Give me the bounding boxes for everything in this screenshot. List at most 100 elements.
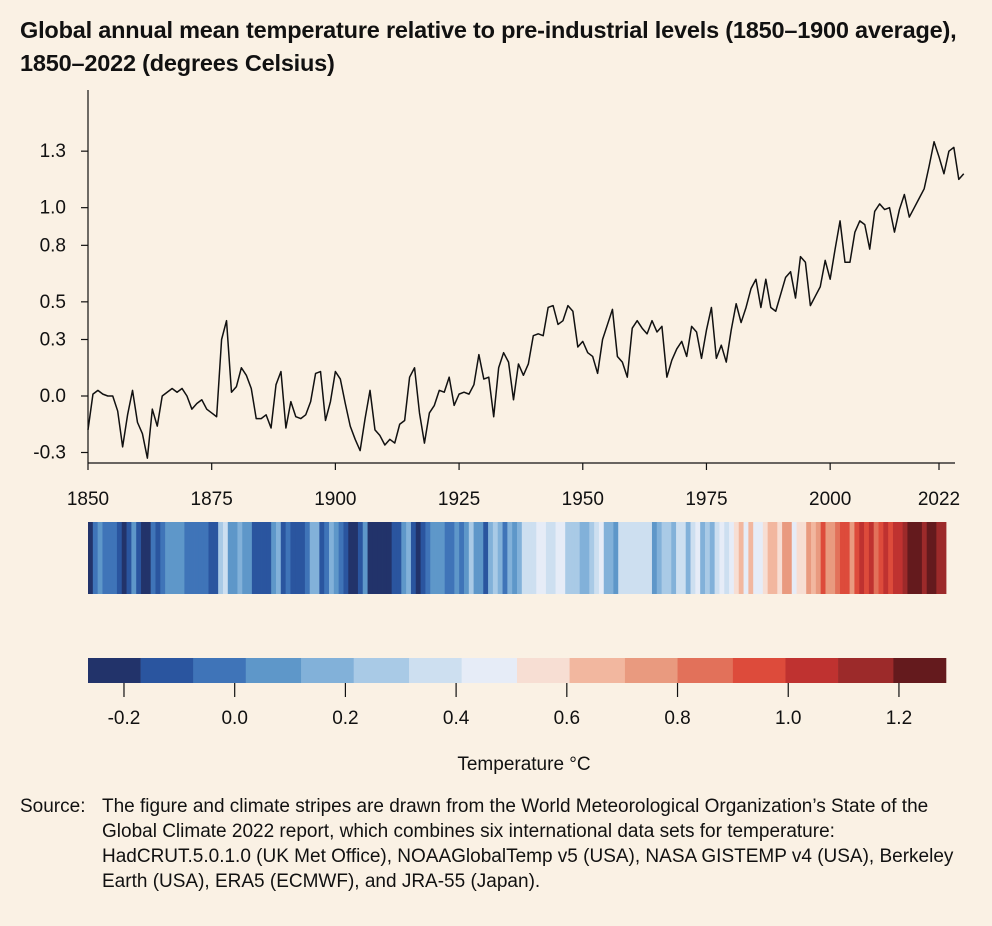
figure: -0.3 0.0 0.3 0.5 0.8 1.0 1.3 1850 1875 1900 1925 19…	[33, 90, 965, 775]
climate-stripe	[806, 522, 812, 594]
climate-stripe	[647, 522, 653, 594]
climate-stripe	[637, 522, 643, 594]
climate-stripe	[382, 522, 388, 594]
climate-stripe	[541, 522, 547, 594]
climate-stripe	[791, 522, 797, 594]
x-tick-label: 1900	[314, 489, 356, 510]
climate-stripe	[425, 522, 431, 594]
color-scale-bin	[838, 658, 894, 683]
climate-stripe	[353, 522, 359, 594]
color-scale-label: Temperature °C	[457, 754, 590, 775]
x-tick-label: 1850	[67, 489, 109, 510]
climate-stripe	[815, 522, 822, 594]
climate-stripe	[169, 522, 176, 594]
color-scale-tick-label: -0.2	[108, 708, 141, 729]
climate-stripe	[584, 522, 590, 594]
climate-stripe	[189, 522, 195, 594]
climate-stripe	[627, 522, 634, 594]
climate-stripe	[483, 522, 489, 594]
color-scale-tick-label: 0.0	[221, 708, 247, 729]
climate-stripe	[468, 522, 475, 594]
climate-stripe	[222, 522, 229, 594]
color-scale-bin	[569, 658, 626, 683]
climate-stripe	[280, 522, 287, 594]
climate-stripe	[941, 522, 947, 594]
x-tick-label: 2000	[809, 489, 851, 510]
climate-stripe	[300, 522, 306, 594]
color-scale-bin	[893, 658, 947, 683]
climate-stripe	[309, 522, 315, 594]
climate-stripe	[892, 522, 899, 594]
climate-stripe	[488, 522, 494, 594]
climate-stripe	[830, 522, 836, 594]
climate-stripe	[406, 522, 412, 594]
y-tick-label: 0.8	[40, 235, 66, 256]
source-label: Source:	[20, 796, 86, 817]
climate-stripe	[724, 522, 730, 594]
climate-stripe	[121, 522, 127, 594]
climate-stripe	[150, 522, 156, 594]
climate-stripe	[801, 522, 807, 594]
climate-stripe	[598, 522, 605, 594]
climate-stripe	[449, 522, 455, 594]
climate-stripe	[545, 522, 552, 594]
climate-stripe	[362, 522, 368, 594]
climate-stripe	[473, 522, 479, 594]
climate-stripe	[786, 522, 793, 594]
climate-stripe	[671, 522, 677, 594]
climate-stripe	[275, 522, 282, 594]
climate-stripe	[338, 522, 344, 594]
climate-stripe	[839, 522, 846, 594]
climate-stripe	[729, 522, 735, 594]
climate-stripe	[415, 522, 421, 594]
climate-stripe	[936, 522, 942, 594]
climate-stripe	[777, 522, 783, 594]
climate-stripe	[767, 522, 773, 594]
climate-stripe	[410, 522, 417, 594]
color-scale-bin	[353, 658, 410, 683]
climate-stripe	[570, 522, 576, 594]
x-tick-label: 2022	[918, 489, 960, 510]
climate-stripe	[145, 522, 152, 594]
climate-stripe	[574, 522, 581, 594]
climate-stripe	[386, 522, 393, 594]
climate-stripe	[676, 522, 682, 594]
color-scale-tick-label: 1.2	[886, 708, 912, 729]
climate-stripe	[304, 522, 311, 594]
climate-stripe	[796, 522, 802, 594]
color-scale-bin	[785, 658, 839, 683]
climate-stripe	[271, 522, 277, 594]
climate-stripe	[835, 522, 841, 594]
climate-stripe	[690, 522, 696, 594]
color-scale-bin	[301, 658, 355, 683]
y-tick-label: -0.3	[33, 443, 66, 464]
climate-stripe	[743, 522, 749, 594]
climate-stripe	[878, 522, 884, 594]
climate-stripe	[512, 522, 518, 594]
climate-stripe	[439, 522, 446, 594]
source-text: The figure and climate stripes are drawn…	[102, 796, 954, 892]
climate-stripe	[184, 522, 190, 594]
climate-stripe	[333, 522, 340, 594]
color-scale-bin	[732, 658, 786, 683]
climate-stripe	[435, 522, 441, 594]
climate-stripe	[502, 522, 508, 594]
climate-stripe	[88, 522, 94, 594]
climate-stripe	[357, 522, 364, 594]
climate-stripe	[401, 522, 407, 594]
climate-stripe	[251, 522, 258, 594]
climate-stripe	[811, 522, 817, 594]
climate-stripe	[261, 522, 267, 594]
climate-stripe	[589, 522, 595, 594]
color-scale-bin	[245, 658, 302, 683]
climate-stripe	[762, 522, 769, 594]
color-scale-tick-label: 0.4	[443, 708, 470, 729]
climate-stripe	[883, 522, 889, 594]
y-tick-label: 1.0	[40, 198, 66, 219]
climate-stripe	[531, 522, 537, 594]
color-scale-bin	[677, 658, 734, 683]
climate-stripe	[126, 522, 132, 594]
climate-stripe	[560, 522, 566, 594]
y-tick-label: 0.5	[40, 292, 66, 313]
climate-stripe	[608, 522, 614, 594]
